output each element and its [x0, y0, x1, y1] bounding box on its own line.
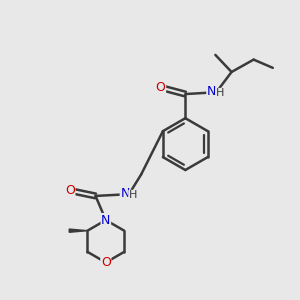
Text: N: N: [207, 85, 216, 98]
Text: H: H: [216, 88, 224, 98]
Text: N: N: [120, 188, 130, 200]
Text: O: O: [156, 81, 166, 94]
Polygon shape: [69, 229, 88, 232]
Text: N: N: [101, 214, 110, 226]
Text: O: O: [101, 256, 111, 269]
Text: H: H: [129, 190, 137, 200]
Text: O: O: [65, 184, 75, 197]
